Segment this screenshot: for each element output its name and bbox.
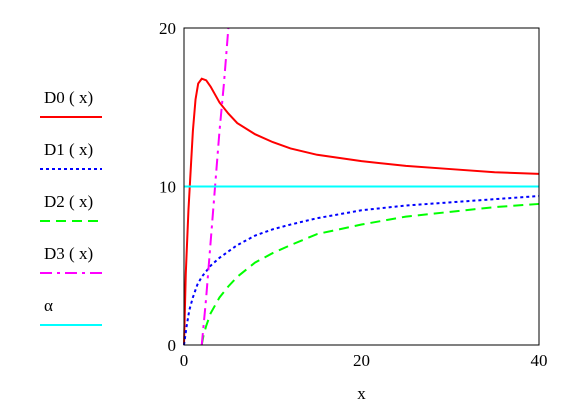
plot-area <box>183 27 540 346</box>
series-line-0 <box>183 77 540 346</box>
legend-label-4: α <box>44 296 53 315</box>
series-line-1 <box>183 195 540 346</box>
series-layer <box>183 27 540 346</box>
legend-label-3: D3 ( x) <box>44 244 93 263</box>
x-axis-label: x <box>357 384 366 403</box>
legend-label-2: D2 ( x) <box>44 192 93 211</box>
plot-frame <box>183 27 540 346</box>
legend: D0 ( x) D1 ( x) D2 ( x) D3 ( x) α <box>40 88 102 326</box>
x-tick-label-1: 20 <box>353 351 370 370</box>
x-tick-label-2: 40 <box>531 351 548 370</box>
series-line-2 <box>200 202 540 346</box>
x-tick-label-0: 0 <box>180 351 189 370</box>
y-tick-label-1: 10 <box>159 178 176 197</box>
tick-labels: 0 20 40 0 10 20 <box>159 19 548 370</box>
legend-label-1: D1 ( x) <box>44 140 93 159</box>
y-tick-label-0: 0 <box>168 336 177 355</box>
legend-label-0: D0 ( x) <box>44 88 93 107</box>
y-tick-label-2: 20 <box>159 19 176 38</box>
